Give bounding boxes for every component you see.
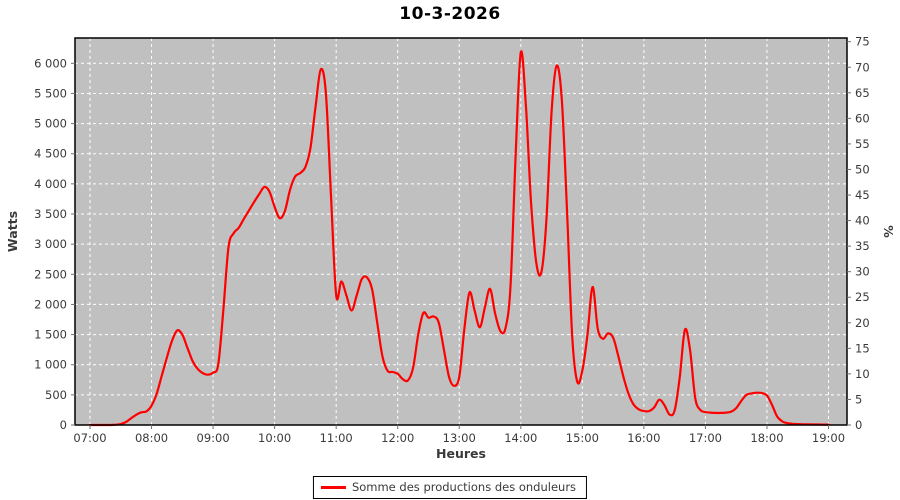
legend: Somme des productions des onduleurs (312, 476, 588, 499)
left-axis-tick-label: 500 (45, 388, 67, 402)
right-axis-tick-label: 55 (855, 137, 870, 151)
legend-line-swatch (320, 485, 346, 489)
right-axis-tick-label: 0 (855, 418, 862, 432)
bottom-axis-tick-label: 17:00 (689, 431, 722, 445)
bottom-axis-tick-label: 18:00 (750, 431, 783, 445)
bottom-axis-tick-label: 12:00 (381, 431, 414, 445)
bottom-axis-tick-label: 07:00 (73, 431, 106, 445)
right-axis-tick-label: 75 (855, 35, 870, 49)
left-axis-title: Watts (5, 211, 20, 252)
left-axis-tick-label: 0 (60, 418, 67, 432)
left-axis-tick-label: 4 000 (34, 177, 67, 191)
left-axis-tick-label: 6 000 (34, 56, 67, 70)
right-axis-tick-label: 15 (855, 341, 870, 355)
bottom-axis-tick-label: 09:00 (197, 431, 230, 445)
left-axis-tick-label: 5 000 (34, 117, 67, 131)
right-axis-tick-label: 40 (855, 214, 870, 228)
right-axis-tick-label: 25 (855, 290, 870, 304)
left-axis-tick-label: 4 500 (34, 147, 67, 161)
plot-border (74, 37, 848, 426)
bottom-axis-tick-label: 08:00 (135, 431, 168, 445)
left-axis-tick-label: 3 000 (34, 237, 67, 251)
left-axis-tick-label: 2 500 (34, 267, 67, 281)
bottom-axis-tick-label: 19:00 (812, 431, 845, 445)
bottom-axis-tick-label: 10:00 (258, 431, 291, 445)
left-axis-tick-label: 1 500 (34, 328, 67, 342)
chart-title: 10-3-2026 (399, 4, 501, 24)
bottom-axis-title: Heures (436, 446, 486, 461)
bottom-axis-tick-label: 16:00 (627, 431, 660, 445)
right-axis-tick-label: 20 (855, 316, 870, 330)
bottom-axis-tick-label: 15:00 (566, 431, 599, 445)
legend-series-label: Somme des productions des onduleurs (351, 480, 577, 494)
bottom-axis-tick-label: 11:00 (320, 431, 353, 445)
right-axis-title: % (881, 225, 896, 238)
right-axis-tick-label: 60 (855, 111, 870, 125)
right-axis-tick-label: 50 (855, 162, 870, 176)
bottom-axis-tick-label: 14:00 (504, 431, 537, 445)
right-axis-tick-label: 5 (855, 392, 862, 406)
right-axis-tick-label: 45 (855, 188, 870, 202)
left-axis-tick-label: 2 000 (34, 297, 67, 311)
right-axis-tick-label: 35 (855, 239, 870, 253)
right-axis-tick-label: 70 (855, 60, 870, 74)
right-axis-tick-label: 30 (855, 265, 870, 279)
left-axis-tick-label: 5 500 (34, 86, 67, 100)
left-axis-tick-label: 1 000 (34, 358, 67, 372)
right-axis-tick-label: 10 (855, 367, 870, 381)
right-axis-tick-label: 65 (855, 86, 870, 100)
left-axis-tick-label: 3 500 (34, 207, 67, 221)
series-line-sum-onduleurs (88, 50, 830, 427)
bottom-axis-tick-label: 13:00 (443, 431, 476, 445)
